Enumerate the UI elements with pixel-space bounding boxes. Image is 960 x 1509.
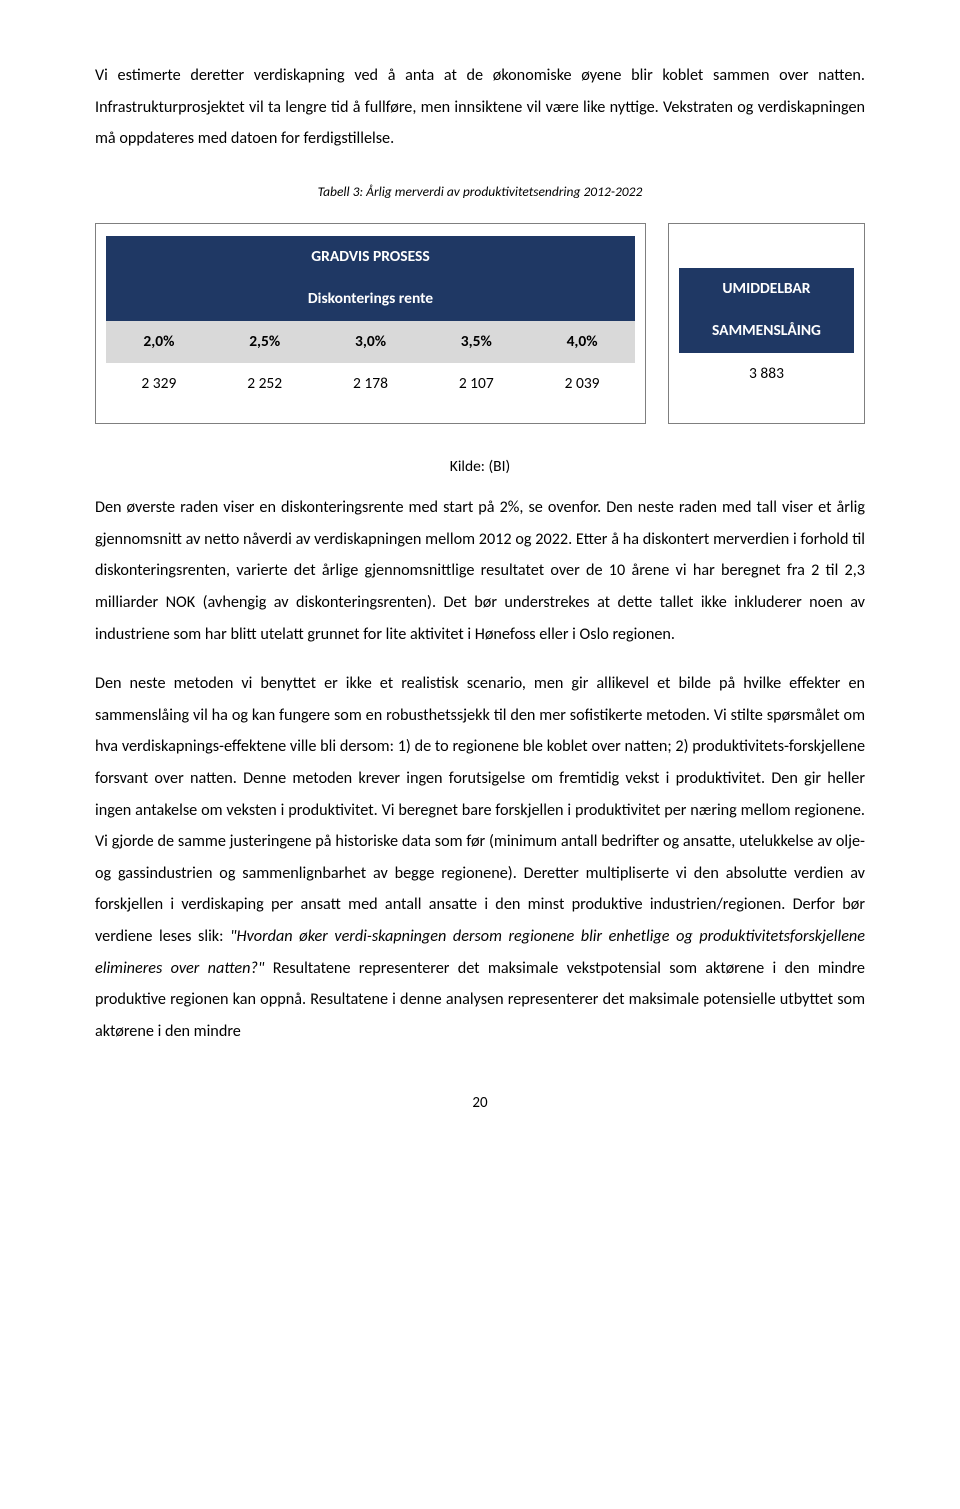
rate-value: 2 178 [318,363,424,405]
table-umiddelbar: UMIDDELBAR SAMMENSLÅING 3 883 [668,223,865,424]
table-caption: Tabell 3: Årlig merverdi av produktivite… [95,179,865,205]
source-label: Kilde: (BI) [95,452,865,482]
long-para-pre: Den neste metoden vi benyttet er ikke et… [95,674,865,946]
table-title: GRADVIS PROSESS [106,236,635,278]
right-header-line1: UMIDDELBAR [679,268,854,310]
rate-header: 3,0% [318,321,424,363]
rate-header: 2,5% [212,321,318,363]
page-number: 20 [95,1089,865,1118]
mid-paragraph: Den øverste raden viser en diskonterings… [95,492,865,650]
intro-paragraph: Vi estimerte deretter verdiskapning ved … [95,60,865,155]
long-paragraph: Den neste metoden vi benyttet er ikke et… [95,668,865,1047]
table-subtitle: Diskonterings rente [106,278,635,320]
rate-value: 2 329 [106,363,212,405]
rate-header: 4,0% [529,321,635,363]
rate-header: 3,5% [423,321,529,363]
right-value: 3 883 [679,353,854,395]
spacer [679,236,854,268]
rate-value: 2 039 [529,363,635,405]
tables-container: GRADVIS PROSESS Diskonterings rente 2,0%… [95,223,865,424]
table-gradvis-prosess: GRADVIS PROSESS Diskonterings rente 2,0%… [95,223,646,424]
discount-rate-table: GRADVIS PROSESS Diskonterings rente 2,0%… [106,236,635,405]
rate-header: 2,0% [106,321,212,363]
rate-value: 2 252 [212,363,318,405]
right-header-line2: SAMMENSLÅING [679,310,854,352]
rate-value: 2 107 [423,363,529,405]
